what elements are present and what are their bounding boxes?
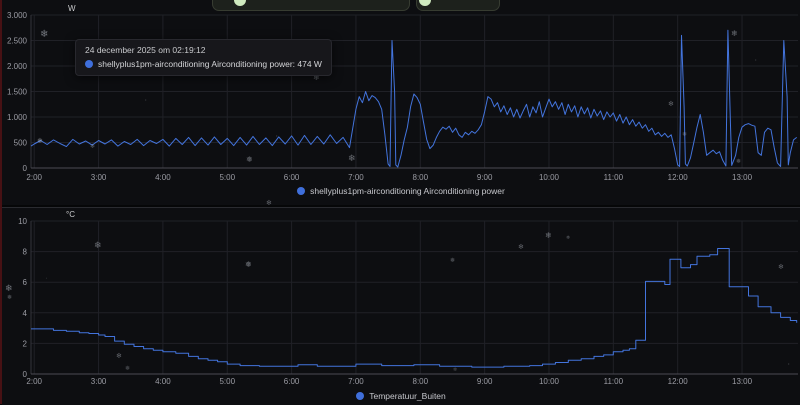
window-edge-accent [0,0,2,404]
x-tick-label: 2:00 [26,173,42,182]
x-tick-label: 8:00 [413,377,429,386]
toolbar-pill-1-status-icon [234,0,246,6]
y-tick-label: 3.000 [7,11,28,20]
toolbar-pill-2-status-icon [419,0,431,6]
y-tick-label: 1.500 [7,88,28,97]
panel-airconditioning-power: 0 500 1.000 1.500 2.000 2.500 3.000 2:00 3:00 4:0… [2,0,800,205]
power-chart-canvas[interactable]: 0 500 1.000 1.500 2.000 2.500 3.000 2:00 3:00 4:0… [2,0,800,205]
y-tick-label: 2 [23,339,28,348]
legend-temperature-dot-icon [356,392,365,400]
x-tick-label: 6:00 [284,173,300,182]
x-tick-label: 10:00 [539,173,560,182]
x-tick-label: 12:00 [668,173,689,182]
legend-power[interactable]: shellyplus1pm-airconditioning Airconditi… [2,186,800,196]
x-tick-label: 6:00 [284,377,300,386]
x-tick-label: 9:00 [477,173,493,182]
x-tick-label: 9:00 [477,377,493,386]
y-tick-label: 2.000 [7,62,28,71]
x-tick-label: 3:00 [91,173,107,182]
toolbar-pill-2[interactable] [416,0,500,11]
tooltip-series-dot-icon [85,60,93,68]
x-tick-label: 2:00 [26,377,42,386]
x-tick-label: 11:00 [604,377,624,386]
y-tick-label: 8 [23,248,28,257]
y-tick-label: 500 [14,139,28,148]
legend-temperature-label: Temperatuur_Buiten [369,391,446,401]
x-tick-label: 7:00 [348,173,364,182]
temperature-chart-canvas[interactable]: 0 2 4 6 8 10 2:00 3:00 4:00 5:00 6:00 7:00 8:00 9:00 1… [2,208,800,404]
y-tick-label: 6 [23,278,28,287]
x-tick-label: 13:00 [732,377,753,386]
y-tick-label: 4 [23,309,28,318]
x-tick-label: 4:00 [155,377,171,386]
x-tick-label: 5:00 [219,377,235,386]
x-tick-label: 10:00 [539,377,560,386]
series-line [31,248,798,368]
y-tick-label: 10 [18,217,27,226]
x-tick-label: 5:00 [219,173,235,182]
x-tick-label: 11:00 [604,173,624,182]
x-tick-label: 3:00 [91,377,107,386]
y-tick-label: 1.000 [7,113,28,122]
legend-power-dot-icon [297,187,306,195]
x-tick-label: 4:00 [155,173,171,182]
x-tick-label: 8:00 [413,173,429,182]
legend-power-label: shellyplus1pm-airconditioning Airconditi… [310,186,505,196]
y-tick-label: 2.500 [7,37,28,46]
tooltip-timestamp: 24 december 2025 om 02:19:12 [85,45,206,55]
hover-tooltip: 24 december 2025 om 02:19:12 shellyplus1… [75,39,332,76]
legend-temperature[interactable]: Temperatuur_Buiten [2,391,800,401]
x-tick-label: 12:00 [668,377,689,386]
panel-temperature: 0 2 4 6 8 10 2:00 3:00 4:00 5:00 6:00 7:00 8:00 9:00 1… [2,207,800,405]
axis-unit-label: W [68,4,76,13]
y-tick-label: 0 [23,370,28,379]
tooltip-series-value: shellyplus1pm-airconditioning Airconditi… [98,59,322,69]
toolbar-pill-1[interactable] [212,0,410,11]
x-tick-label: 13:00 [732,173,753,182]
x-tick-label: 7:00 [348,377,364,386]
axis-unit-label: °C [66,210,75,219]
series-line [30,29,798,168]
y-tick-label: 0 [23,164,28,173]
